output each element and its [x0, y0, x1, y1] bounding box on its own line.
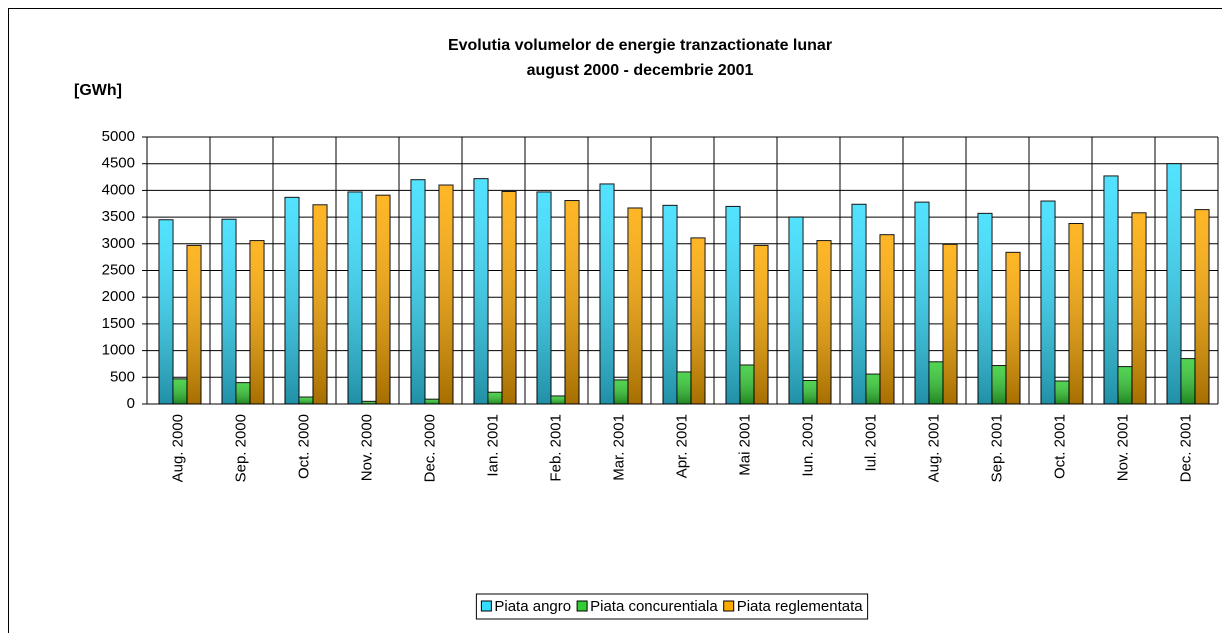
- legend-label: Piata concurentiala: [590, 598, 718, 615]
- x-tick-label: Dec. 2001: [1177, 414, 1194, 482]
- bar-shade: [299, 397, 313, 404]
- bar-shade: [1006, 252, 1020, 404]
- bar-shade: [789, 217, 803, 404]
- x-tick-label: Apr. 2001: [673, 414, 690, 478]
- legend-swatch: [576, 600, 588, 612]
- x-tick-label: Oct. 2000: [295, 414, 312, 479]
- x-tick-label: Mar. 2001: [610, 414, 627, 481]
- legend-box: [475, 593, 869, 620]
- bar-shade: [376, 195, 390, 404]
- bar-shade: [439, 185, 453, 404]
- bar-shade: [488, 392, 502, 404]
- bar-shade: [537, 192, 551, 404]
- bar-shade: [1132, 212, 1146, 404]
- bar-shade: [852, 204, 866, 404]
- bar-shade: [313, 204, 327, 404]
- x-tick-label: Sep. 2001: [988, 414, 1005, 482]
- bar-shade: [726, 206, 740, 404]
- bar-shade: [1167, 163, 1181, 404]
- y-tick-label: 2000: [102, 288, 135, 305]
- bar-shade: [943, 244, 957, 404]
- y-tick-label: 4000: [102, 181, 135, 198]
- x-tick-label: Sep. 2000: [232, 414, 249, 482]
- bar-shade: [740, 365, 754, 404]
- bar-shade: [600, 183, 614, 404]
- y-tick-label: 5000: [102, 128, 135, 145]
- bar-shade: [1195, 209, 1209, 404]
- bar-shade: [159, 219, 173, 404]
- bar-shade: [285, 197, 299, 404]
- bar-shade: [425, 399, 439, 404]
- bar-shade: [1104, 175, 1118, 404]
- y-tick-label: 3500: [102, 208, 135, 225]
- bar-shade: [1069, 223, 1083, 404]
- bar-shade: [929, 361, 943, 404]
- bar-shade: [614, 379, 628, 404]
- y-tick-label: 2500: [102, 261, 135, 278]
- chart-frame: [8, 8, 1222, 633]
- bar-shade: [348, 192, 362, 404]
- x-tick-label: Aug. 2000: [169, 414, 186, 482]
- x-tick-label: Ian. 2001: [484, 414, 501, 477]
- bar-shade: [915, 202, 929, 404]
- bar-shade: [173, 378, 187, 404]
- bar-shade: [1055, 381, 1069, 404]
- y-axis-label: [GWh]: [74, 82, 122, 99]
- y-tick-label: 0: [127, 395, 135, 412]
- legend: Piata angro Piata concurentiala Piata regl…: [475, 593, 869, 620]
- chart-title: Evolutia volumelor de energie tranzactio…: [448, 37, 832, 54]
- x-tick-label: Dec. 2000: [421, 414, 438, 482]
- bar-shade: [978, 213, 992, 404]
- bar-shade: [362, 401, 376, 404]
- bar-shade: [866, 374, 880, 404]
- x-tick-label: Aug. 2001: [925, 414, 942, 482]
- bar-shade: [222, 219, 236, 404]
- bar-shade: [754, 245, 768, 404]
- x-tick-label: Nov. 2000: [358, 414, 375, 481]
- legend-label: Piata angro: [494, 598, 571, 615]
- bar-shade: [1041, 201, 1055, 404]
- x-tick-label: Mai 2001: [736, 414, 753, 476]
- y-tick-label: 500: [110, 368, 135, 385]
- bar-shade: [565, 200, 579, 404]
- bar-shade: [817, 240, 831, 404]
- x-tick-label: Oct. 2001: [1051, 414, 1068, 479]
- y-tick-label: 1500: [102, 315, 135, 332]
- x-tick-label: Iul. 2001: [862, 414, 879, 472]
- y-tick-label: 4500: [102, 155, 135, 172]
- legend-swatch: [723, 600, 735, 612]
- bar-shade: [628, 208, 642, 404]
- bar-shade: [551, 395, 565, 404]
- legend-swatch: [480, 600, 492, 612]
- bar-shade: [236, 382, 250, 404]
- bar-shade: [803, 380, 817, 404]
- bar-shade: [677, 371, 691, 404]
- bar-shade: [502, 191, 516, 404]
- bar-shade: [1118, 366, 1132, 404]
- x-tick-label: Nov. 2001: [1114, 414, 1131, 481]
- bar-shade: [691, 237, 705, 404]
- legend-label: Piata reglementata: [737, 598, 864, 615]
- bar-shade: [992, 365, 1006, 404]
- bar-shade: [474, 178, 488, 404]
- bar-shade: [187, 245, 201, 404]
- bar-shade: [1181, 358, 1195, 404]
- bar-shade: [411, 179, 425, 404]
- bar-shade: [250, 240, 264, 404]
- x-tick-label: Feb. 2001: [547, 414, 564, 482]
- bar-shade: [663, 205, 677, 404]
- y-tick-label: 1000: [102, 342, 135, 359]
- chart-subtitle: august 2000 - decembrie 2001: [527, 62, 754, 79]
- x-tick-label: Iun. 2001: [799, 414, 816, 477]
- bar-shade: [880, 234, 894, 404]
- y-tick-label: 3000: [102, 235, 135, 252]
